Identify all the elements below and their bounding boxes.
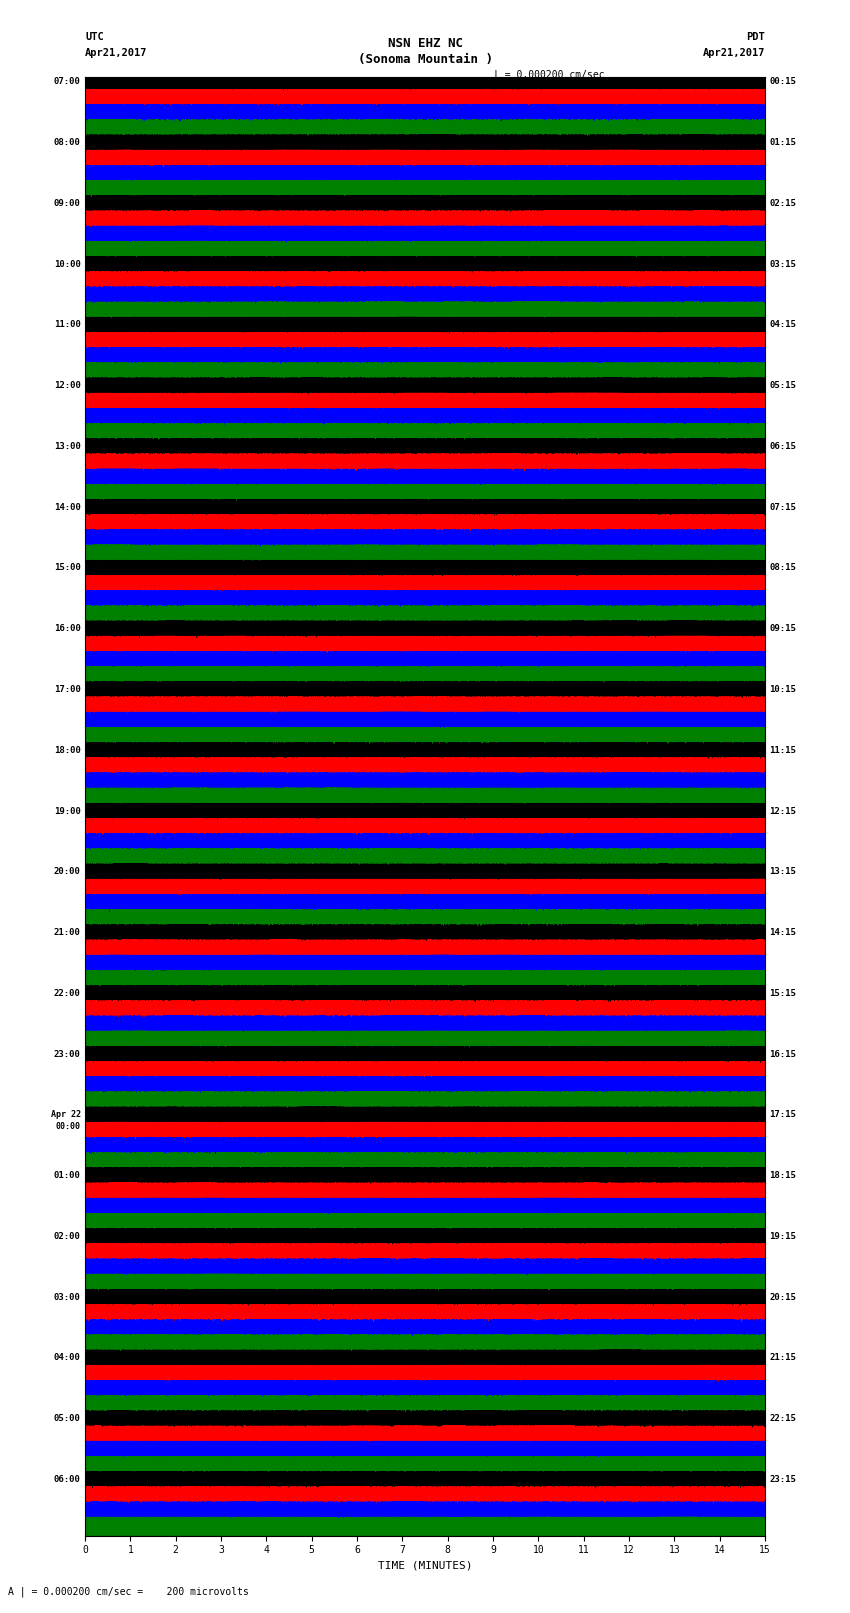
- Text: 19:00: 19:00: [54, 806, 81, 816]
- Text: 22:00: 22:00: [54, 989, 81, 998]
- Text: NSN EHZ NC: NSN EHZ NC: [388, 37, 462, 50]
- Text: 02:00: 02:00: [54, 1232, 81, 1240]
- Text: 13:15: 13:15: [769, 868, 796, 876]
- Text: 18:00: 18:00: [54, 745, 81, 755]
- Text: 09:00: 09:00: [54, 198, 81, 208]
- Text: 05:00: 05:00: [54, 1415, 81, 1423]
- Text: 13:00: 13:00: [54, 442, 81, 452]
- Text: 12:00: 12:00: [54, 381, 81, 390]
- Text: 18:15: 18:15: [769, 1171, 796, 1181]
- Text: Apr21,2017: Apr21,2017: [85, 48, 148, 58]
- Text: 04:15: 04:15: [769, 321, 796, 329]
- Text: 03:15: 03:15: [769, 260, 796, 269]
- Text: 17:15: 17:15: [769, 1110, 796, 1119]
- Text: 06:15: 06:15: [769, 442, 796, 452]
- Text: 07:00: 07:00: [54, 77, 81, 87]
- Text: 15:15: 15:15: [769, 989, 796, 998]
- Text: 03:00: 03:00: [54, 1292, 81, 1302]
- Text: 12:15: 12:15: [769, 806, 796, 816]
- Text: 05:15: 05:15: [769, 381, 796, 390]
- Text: 23:15: 23:15: [769, 1474, 796, 1484]
- Text: 15:00: 15:00: [54, 563, 81, 573]
- Text: 20:00: 20:00: [54, 868, 81, 876]
- Text: 17:00: 17:00: [54, 686, 81, 694]
- Text: 08:15: 08:15: [769, 563, 796, 573]
- Text: PDT: PDT: [746, 32, 765, 42]
- Text: 23:00: 23:00: [54, 1050, 81, 1058]
- Text: 09:15: 09:15: [769, 624, 796, 634]
- Text: 01:00: 01:00: [54, 1171, 81, 1181]
- Text: 21:15: 21:15: [769, 1353, 796, 1363]
- X-axis label: TIME (MINUTES): TIME (MINUTES): [377, 1561, 473, 1571]
- Text: 21:00: 21:00: [54, 927, 81, 937]
- Text: A | = 0.000200 cm/sec =    200 microvolts: A | = 0.000200 cm/sec = 200 microvolts: [8, 1586, 249, 1597]
- Text: 14:00: 14:00: [54, 503, 81, 511]
- Text: | = 0.000200 cm/sec: | = 0.000200 cm/sec: [493, 69, 604, 81]
- Text: (Sonoma Mountain ): (Sonoma Mountain ): [358, 53, 492, 66]
- Text: 08:00: 08:00: [54, 139, 81, 147]
- Text: 10:00: 10:00: [54, 260, 81, 269]
- Text: Apr21,2017: Apr21,2017: [702, 48, 765, 58]
- Text: 02:15: 02:15: [769, 198, 796, 208]
- Text: 19:15: 19:15: [769, 1232, 796, 1240]
- Text: 14:15: 14:15: [769, 927, 796, 937]
- Text: 04:00: 04:00: [54, 1353, 81, 1363]
- Text: 11:00: 11:00: [54, 321, 81, 329]
- Text: 00:00: 00:00: [56, 1121, 81, 1131]
- Text: 11:15: 11:15: [769, 745, 796, 755]
- Text: Apr 22: Apr 22: [51, 1110, 81, 1119]
- Text: 06:00: 06:00: [54, 1474, 81, 1484]
- Text: 10:15: 10:15: [769, 686, 796, 694]
- Text: 00:15: 00:15: [769, 77, 796, 87]
- Text: 01:15: 01:15: [769, 139, 796, 147]
- Text: 07:15: 07:15: [769, 503, 796, 511]
- Text: UTC: UTC: [85, 32, 104, 42]
- Text: 16:15: 16:15: [769, 1050, 796, 1058]
- Text: 20:15: 20:15: [769, 1292, 796, 1302]
- Text: 16:00: 16:00: [54, 624, 81, 634]
- Text: 22:15: 22:15: [769, 1415, 796, 1423]
